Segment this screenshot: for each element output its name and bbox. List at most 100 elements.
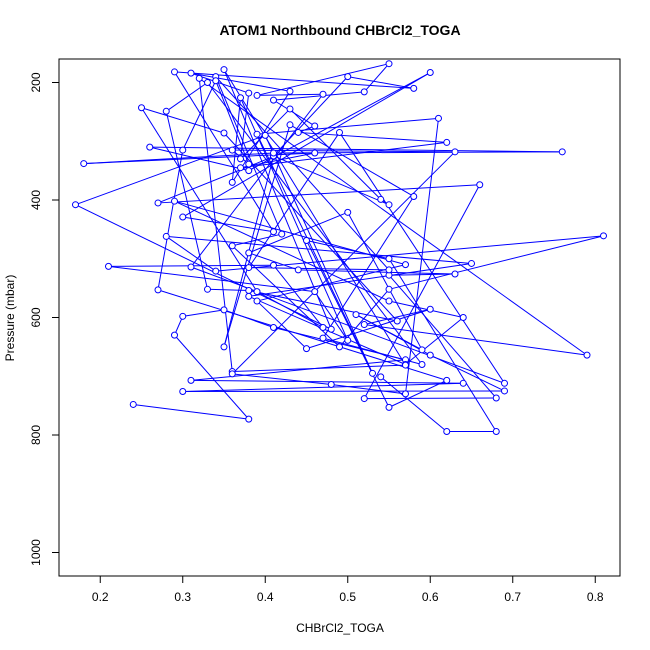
- series-segment: [215, 76, 283, 235]
- data-point: [270, 228, 277, 236]
- series-segment: [364, 324, 588, 356]
- data-point: [270, 261, 277, 269]
- data-point: [344, 73, 352, 81]
- data-point: [319, 323, 327, 331]
- series-segment: [232, 149, 456, 153]
- data-point: [311, 149, 319, 157]
- series-segment: [207, 288, 249, 291]
- data-point: [228, 178, 236, 186]
- data-point: [270, 96, 277, 104]
- data-point: [385, 403, 393, 411]
- series-layer: [72, 60, 607, 435]
- series-segment: [190, 379, 464, 384]
- series-segment: [223, 124, 291, 348]
- series-segment: [190, 72, 291, 92]
- data-point: [220, 343, 228, 351]
- data-point: [138, 104, 145, 112]
- series-segment: [298, 131, 447, 143]
- series-segment: [182, 80, 217, 151]
- data-point: [270, 323, 277, 331]
- data-point: [220, 66, 228, 74]
- data-point: [220, 129, 228, 137]
- data-point: [451, 270, 459, 278]
- data-point: [286, 121, 294, 129]
- data-point: [336, 343, 343, 351]
- data-point: [303, 237, 310, 245]
- data-point: [327, 380, 335, 388]
- data-point: [261, 131, 269, 139]
- data-point: [245, 167, 253, 175]
- series-segment: [430, 354, 505, 392]
- data-point: [385, 201, 393, 209]
- data-point: [179, 388, 187, 396]
- series-segment: [388, 273, 456, 276]
- data-point: [336, 128, 343, 136]
- data-point: [212, 77, 220, 85]
- data-point: [253, 130, 261, 138]
- data-point: [418, 361, 426, 368]
- data-point: [492, 427, 500, 435]
- series-segment: [108, 265, 315, 293]
- data-point: [476, 181, 484, 189]
- data-point: [377, 195, 385, 203]
- series-segment: [256, 133, 373, 374]
- series-segment: [215, 76, 390, 271]
- series-segment: [165, 236, 217, 272]
- series-segment: [388, 300, 464, 318]
- series-segment: [248, 211, 348, 254]
- series-segment: [364, 308, 431, 326]
- data-point: [402, 261, 409, 269]
- data-point: [360, 88, 368, 96]
- data-point: [228, 242, 236, 250]
- series-segment: [405, 317, 464, 365]
- series-segment: [347, 76, 414, 89]
- data-point: [393, 317, 401, 325]
- data-point: [385, 266, 393, 274]
- data-point: [360, 321, 368, 329]
- data-point: [162, 232, 170, 240]
- data-point: [228, 370, 236, 378]
- series-segment: [174, 200, 390, 302]
- series-segment: [364, 397, 497, 400]
- data-point: [327, 325, 335, 333]
- series-segment: [240, 141, 447, 169]
- x-tick-label: 0.6: [422, 590, 439, 604]
- data-point: [311, 122, 319, 130]
- x-tick-label: 0.3: [174, 590, 191, 604]
- series-segment: [273, 99, 316, 127]
- series-segment: [223, 69, 332, 330]
- series-segment: [273, 91, 365, 101]
- data-point: [245, 89, 253, 97]
- data-point: [402, 390, 409, 398]
- y-tick-label: 600: [29, 307, 43, 327]
- series-segment: [133, 403, 249, 420]
- series-segment: [256, 93, 324, 96]
- data-point: [80, 160, 88, 168]
- series-segment: [232, 364, 406, 373]
- series-segment: [215, 80, 250, 165]
- data-point: [270, 149, 277, 157]
- data-point: [352, 311, 360, 319]
- data-point: [187, 263, 195, 271]
- x-tick-label: 0.4: [257, 590, 274, 604]
- series-segment: [190, 93, 324, 268]
- data-point: [212, 267, 220, 275]
- series-segment: [273, 155, 390, 206]
- series-segment: [388, 258, 497, 432]
- data-point: [501, 387, 508, 395]
- data-point: [187, 69, 195, 77]
- series-segment: [157, 289, 447, 381]
- series-segment: [149, 146, 563, 153]
- data-point: [237, 164, 244, 172]
- data-point: [311, 288, 319, 296]
- x-axis-label: CHBrCl2_TOGA: [296, 621, 384, 635]
- data-point: [294, 128, 302, 136]
- data-point: [385, 285, 393, 293]
- data-point: [286, 105, 294, 113]
- series-segment: [273, 151, 563, 154]
- data-point: [426, 305, 434, 313]
- data-point: [410, 84, 418, 92]
- data-point: [410, 192, 418, 200]
- series-segment: [314, 291, 349, 341]
